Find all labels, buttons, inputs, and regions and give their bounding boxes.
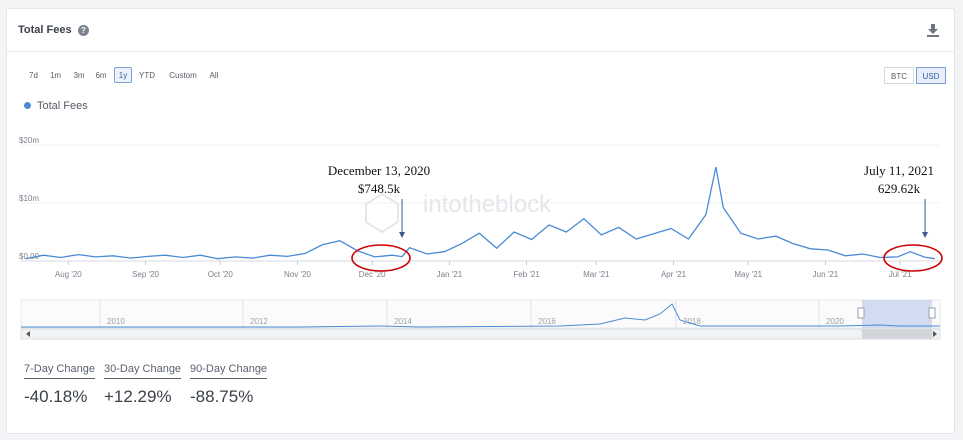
stat-90day: 90-Day Change -88.75% (190, 363, 268, 407)
currency-button-usd[interactable]: USD (916, 67, 946, 84)
navigator-label: 2010 (107, 317, 125, 326)
annotation-date: December 13, 2020 (328, 163, 430, 178)
navigator-label: 2014 (394, 317, 412, 326)
card-header: Total Fees ? (7, 9, 954, 52)
stat-label: 90-Day Change (190, 363, 268, 379)
annotation-value: $748.5k (358, 181, 401, 196)
navigator-label: 2018 (683, 317, 701, 326)
y-tick-label: $0.00 (19, 252, 40, 261)
range-button-1y[interactable]: 1y (114, 67, 132, 83)
scroll-left-icon[interactable] (26, 331, 30, 337)
chart-legend[interactable]: Total Fees (24, 100, 88, 112)
scroll-right-icon[interactable] (933, 331, 937, 337)
navigator-label: 2020 (826, 317, 844, 326)
stat-value: -88.75% (190, 387, 254, 406)
range-button-1m[interactable]: 1m (49, 71, 62, 80)
stat-30day: 30-Day Change +12.29% (104, 363, 182, 407)
chart-card: Total Fees ? 7d 1m 3m 6m 1y YTD Custom All BTC U… (6, 8, 955, 434)
stat-7day: 7-Day Change -40.18% (24, 363, 95, 407)
stat-value: +12.29% (104, 387, 172, 406)
annotation-circle (883, 244, 943, 272)
x-tick-label: Mar '21 (583, 270, 610, 279)
legend-marker (24, 101, 31, 109)
x-tick-label: Jun '21 (813, 270, 839, 279)
navigator-scrollbar-track[interactable] (20, 328, 941, 340)
navigator-right-handle[interactable] (928, 307, 936, 319)
navigator-label: 2012 (250, 317, 268, 326)
navigator-selection[interactable] (862, 300, 932, 328)
x-tick-label: Oct '20 (208, 270, 234, 279)
x-tick-label: May '21 (734, 270, 762, 279)
x-tick-label: Jul '21 (889, 270, 912, 279)
help-icon[interactable]: ? (78, 25, 89, 36)
annotation-date: July 11, 2021 (864, 163, 934, 178)
watermark-logo (365, 192, 399, 234)
arrow-head-icon (399, 232, 406, 238)
y-tick-label: $20m (19, 136, 39, 145)
range-button-3m[interactable]: 3m (73, 71, 85, 80)
y-tick-label: $10m (19, 194, 39, 203)
page-title: Total Fees (18, 24, 72, 36)
x-tick-label: Dec '20 (359, 270, 386, 279)
watermark-text: intotheblock (423, 191, 552, 218)
x-tick-label: Sep '20 (132, 270, 159, 279)
navigator-left-handle[interactable] (857, 307, 865, 319)
stat-label: 30-Day Change (104, 363, 182, 379)
navigator-label: 2016 (538, 317, 556, 326)
annotation-value: 629.62k (878, 181, 921, 196)
x-tick-label: Jan '21 (437, 270, 463, 279)
range-button-all[interactable]: All (209, 71, 219, 80)
navigator-scrollbar-thumb[interactable] (862, 329, 932, 339)
arrow-head-icon (922, 232, 929, 238)
series-line-total-fees (25, 166, 936, 260)
range-button-ytd[interactable]: YTD (139, 71, 155, 80)
x-tick-label: Apr '21 (661, 270, 687, 279)
legend-label: Total Fees (37, 100, 88, 112)
stat-label: 7-Day Change (24, 363, 95, 379)
stat-value: -40.18% (24, 387, 88, 406)
range-button-6m[interactable]: 6m (95, 71, 107, 80)
annotation-circle (351, 244, 411, 272)
range-button-custom[interactable]: Custom (169, 71, 197, 80)
navigator-series-line (21, 303, 940, 328)
download-icon[interactable] (926, 23, 940, 37)
range-button-7d[interactable]: 7d (29, 71, 38, 80)
x-tick-label: Aug '20 (55, 270, 82, 279)
navigator-pane (20, 299, 941, 329)
x-tick-label: Feb '21 (513, 270, 540, 279)
x-tick-label: Nov '20 (284, 270, 311, 279)
currency-button-btc[interactable]: BTC (884, 67, 914, 84)
